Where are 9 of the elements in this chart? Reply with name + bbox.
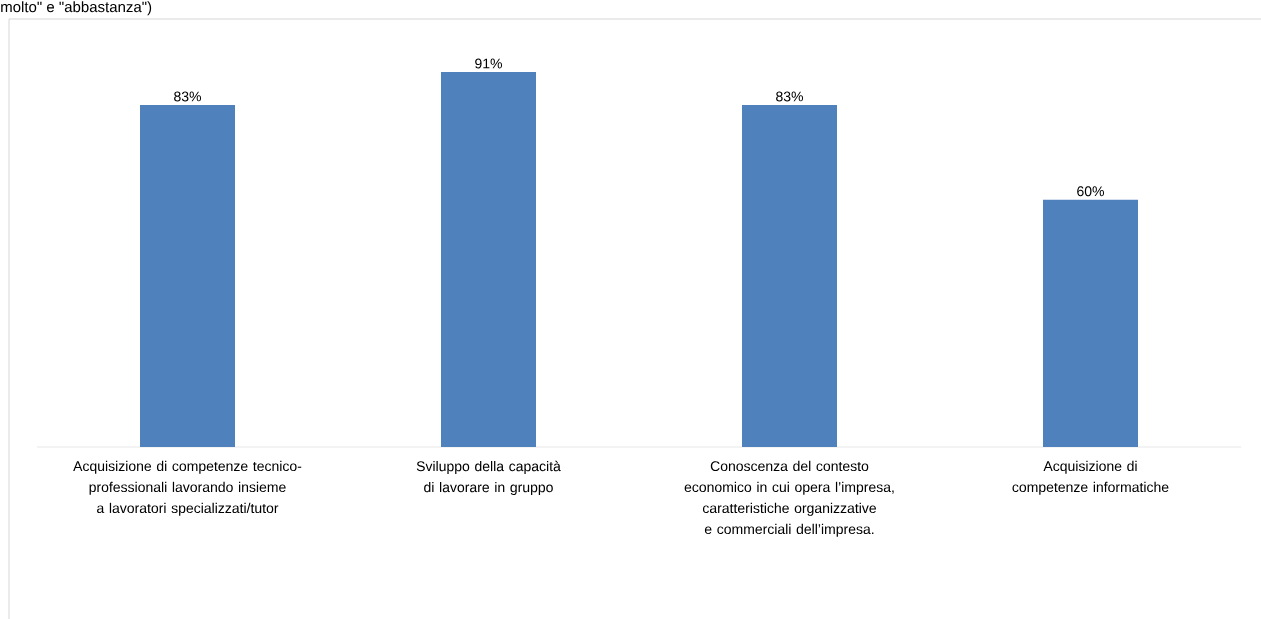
data-label: 91%	[475, 58, 503, 69]
x-tick-label: Conoscenza del contesto economico in cui opera l’impresa, caratteristiche organizzative e commerciali dell’impresa.	[684, 460, 894, 537]
x-tick-label: Acquisizione di competenze informatiche	[1012, 460, 1169, 495]
data-label: 60%	[1077, 186, 1104, 197]
x-tick-label: Sviluppo della capacità di lavorare in gruppo	[416, 460, 561, 496]
chart-title: molto" e "abbastanza")	[1, 1, 152, 16]
x-tick-label: Acquisizione di competenze tecnico-professionali lavorando insieme a lavoratori specializzati/tutor	[73, 460, 302, 516]
data-label: 83%	[174, 91, 202, 102]
data-label: 83%	[776, 91, 803, 102]
